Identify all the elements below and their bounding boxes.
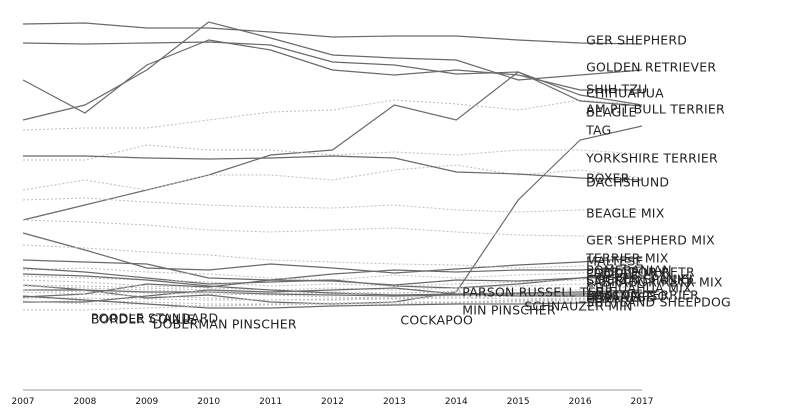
series-line-beagle-mix [22,197,642,213]
series-label-siberian-husky: SIBERIAN HUSKY [586,273,693,288]
series-label-beagle: BEAGLE [586,105,637,120]
series-line-siberian-husky [22,276,643,298]
series-label-min-pinscher: MIN PINSCHER [462,303,556,318]
series-label-am-pit-bull-terrier: AM PIT BULL TERRIER [586,102,725,117]
series-label-pomeranian: POMERANIAN [586,263,672,278]
series-label-schnauzer-min: SCHNAUZER MIN [524,299,632,314]
x-tick-label: 2009 [135,397,158,407]
x-tick-label: 2010 [197,397,220,407]
series-line-boston-terrier [23,289,643,297]
series-line-beagle [22,99,643,131]
series-label-poodle-standard: POODLE STANDARD [91,311,218,326]
series-label-labrador-retr-mix: LABRADOR RETR MIX [586,275,723,290]
series-line-schnauzer-min [22,273,643,296]
series-line-chihuahua [22,39,642,114]
series-label-shetland-sheepdog: SHETLAND SHEEPDOG [586,295,731,310]
series-line-am-pit-bull-terrier [22,71,643,221]
series-label-chihuahua: CHIHUAHUA [586,86,664,101]
series-label-cocker-spaniel: COCKER SPANIEL [586,272,696,287]
series-label-labrador-retr: LABRADOR RETR [586,265,695,280]
series-line-pomeranian [22,259,643,281]
series-label-yorkshire-terrier: YORKSHIRE TERRIER [585,151,718,166]
series-label-tag: TAG [585,123,611,138]
series-label-cockapoo: COCKAPOO [400,313,473,328]
series-line-border-collie [22,299,643,307]
x-tick-label: 2007 [12,397,35,407]
series-label-lhasa-apso: LHASA APSO [586,289,667,304]
series-line-havanese [23,293,643,301]
series-line-boxer [22,164,643,191]
x-tick-label: 2017 [631,397,654,407]
series-label-golden-retriever: GOLDEN RETRIEVER [586,60,716,75]
series-label-chihuahua-mix: CHIHUAHUA MIX [586,281,692,296]
series-label-ger-shepherd: GER SHEPHERD [586,33,687,48]
series-label-boston-terrier: BOSTON TERRIER [586,288,699,303]
x-tick-label: 2015 [507,397,530,407]
series-line-poodle-mix [22,267,643,289]
x-tick-label: 2013 [383,397,406,407]
series-label-doberman-pinscher: DOBERMAN PINSCHER [153,317,297,332]
series-line-yorkshire-terrier [23,144,643,161]
series-line-terrier-mix [22,232,643,274]
x-tick-label: 2016 [569,397,592,407]
series-line-poodle-standard [23,287,643,303]
series-label-havanese: HAVANESE [586,290,654,305]
series-line-min-pinscher [22,289,643,300]
series-label-dachshund: DACHSHUND [586,175,669,190]
series-line-cockapoo [23,297,643,311]
series-line-dachshund [23,155,643,181]
series-label-beagle-mix: BEAGLE MIX [586,206,665,221]
series-line-maltese [22,244,643,269]
series-line-chihuahua-mix [22,284,643,295]
series-line-cocker-spaniel [22,274,643,287]
series-line-ger-shepherd [22,22,643,45]
series-line-labrador-retr-mix [22,279,643,291]
x-tick-label: 2012 [321,397,344,407]
x-tick-label: 2008 [73,397,96,407]
series-label-parson-russell-terr: PARSON RUSSELL TERR [462,285,613,300]
series-line-parson-russell-terr [22,285,643,297]
series-label-terrier-mix: TERRIER MIX [585,251,669,266]
series-label-poodle-mix: POODLE MIX [586,266,667,281]
series-line-doberman-pinscher [22,295,643,309]
series-label-boxer: BOXER [586,171,630,186]
series-line-shih-tzu [22,41,643,107]
series-line-ger-shepherd-mix [22,219,643,239]
series-label-border-collie: BORDER COLLIE [91,312,195,327]
x-axis-ticks: 2007 2008 2009 2010 2011 2012 2013 2014 2015 2016… [12,397,654,407]
series-lines [22,21,643,311]
x-tick-label: 2011 [259,397,282,407]
x-tick-label: 2014 [445,397,468,407]
series-label-ger-shepherd-mix: GER SHEPHERD MIX [586,233,715,248]
series-label-shih-tzu: SHIH TZU [586,82,647,97]
series-label-maltese: MALTESE [586,254,643,269]
